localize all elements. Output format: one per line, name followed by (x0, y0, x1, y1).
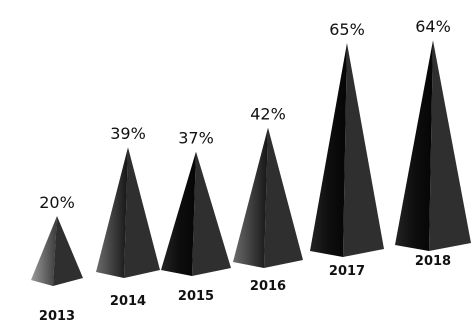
pyramid-face-right (192, 151, 231, 276)
pyramid-2015 (161, 151, 231, 276)
year-label: 2017 (329, 264, 365, 279)
value-label: 64% (415, 17, 451, 36)
pyramid-face-right (343, 43, 384, 257)
year-label: 2018 (415, 254, 451, 269)
value-label: 39% (110, 124, 146, 143)
year-label: 2015 (178, 289, 214, 304)
pyramid-face-left (233, 127, 268, 268)
pyramid-2016 (233, 127, 303, 268)
value-label: 37% (178, 129, 214, 148)
pyramid-2017 (310, 43, 384, 257)
pyramid-face-right (264, 127, 303, 268)
pyramid-2013 (31, 216, 83, 286)
pyramid-face-left (96, 147, 128, 278)
pyramid-face-left (310, 43, 347, 257)
pyramid-face-right (124, 147, 160, 278)
pyramid-2018 (395, 40, 471, 252)
value-label: 65% (329, 20, 365, 39)
pyramid-face-left (161, 151, 196, 276)
value-label: 20% (39, 193, 75, 212)
pyramid-2014 (96, 147, 160, 278)
pyramid-face-left (395, 40, 433, 252)
pyramid-face-right (429, 40, 471, 252)
pyramid-face-left (31, 216, 57, 286)
value-label: 42% (250, 105, 286, 124)
pyramid-face-right (53, 216, 83, 286)
year-label: 2014 (110, 294, 146, 309)
year-label: 2016 (250, 279, 286, 294)
year-label: 2013 (39, 309, 75, 324)
